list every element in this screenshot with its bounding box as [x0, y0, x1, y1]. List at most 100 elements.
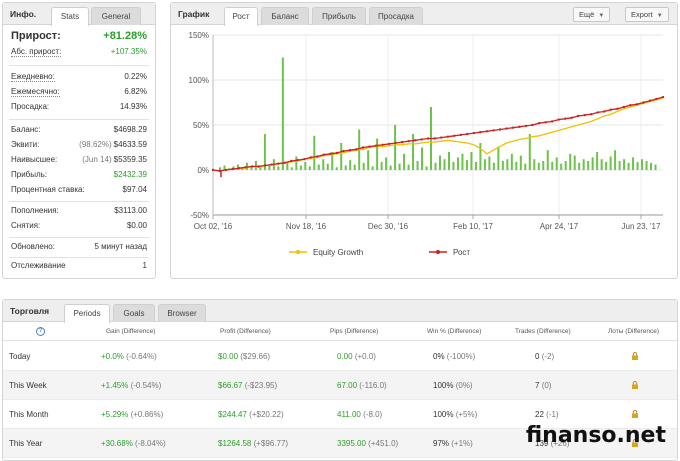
data-point [570, 116, 573, 120]
abs-growth-label[interactable]: Абс. прирост: [11, 47, 62, 57]
data-point [355, 148, 358, 151]
chart-bar [344, 165, 347, 170]
data-point [563, 117, 567, 120]
tab-drawdown[interactable]: Просадка [369, 7, 423, 25]
export-dropdown[interactable]: Export ▼ [625, 7, 669, 22]
data-point [374, 144, 378, 147]
tab-profit[interactable]: Прибыль [312, 7, 366, 25]
column-header[interactable]: Win % (Difference) [427, 328, 482, 335]
chart-bar [627, 162, 630, 170]
pips-difference: (-116.0) [359, 381, 387, 390]
data-point [492, 129, 495, 132]
chart-bar [506, 159, 509, 170]
profit-cell: $244.47 (+$20.22) [218, 410, 284, 419]
pips-difference: (+0.0) [354, 352, 376, 361]
trades-difference: (0) [541, 381, 552, 390]
data-point [433, 137, 436, 140]
profit-value: $66.67 [218, 381, 243, 390]
data-point [407, 140, 410, 143]
pips-cell: 3395.00 (+451.0) [337, 439, 398, 448]
column-header[interactable]: Pips (Difference) [330, 328, 379, 335]
tab-stats[interactable]: Stats [51, 7, 89, 26]
chart-bar [304, 161, 307, 170]
drawdown-label: Просадка: [11, 102, 50, 111]
trades-value: 0 [535, 352, 540, 361]
chart-bar [403, 153, 406, 170]
data-point [335, 151, 339, 155]
chart-bar [254, 161, 257, 170]
win-cell: 100% (0%) [433, 381, 473, 390]
data-point [342, 149, 345, 153]
data-point [277, 162, 280, 165]
monthly-label[interactable]: Ежемесячно: [11, 87, 60, 97]
column-header[interactable]: Лоты (Difference) [608, 328, 660, 335]
chart-bar [497, 146, 500, 170]
data-point [603, 110, 606, 113]
chart-bar [394, 125, 397, 170]
chart-bar [407, 164, 410, 170]
tab-goals[interactable]: Goals [113, 304, 155, 322]
chart-bar [353, 164, 356, 170]
watermark: finanso.net [525, 423, 666, 448]
trades-difference: (-2) [541, 352, 555, 361]
chart-bar [416, 161, 419, 170]
trading-panel: Торговля Periods Goals Browser ? Gain (D… [2, 299, 678, 461]
data-point [622, 105, 626, 109]
pips-value: 3395.00 [337, 439, 366, 448]
pips-difference: (+451.0) [368, 439, 399, 448]
data-point [511, 126, 515, 129]
win-difference: (+1%) [451, 439, 473, 448]
chart-bar [447, 152, 450, 170]
withdrawals-row: Снятия: $0.00 [11, 221, 147, 233]
daily-label[interactable]: Ежедневно: [11, 72, 55, 82]
tab-periods[interactable]: Periods [64, 304, 110, 323]
y-tick-label: -50% [190, 211, 209, 220]
data-point [524, 124, 528, 128]
data-point [446, 135, 449, 138]
divider [9, 65, 149, 66]
chart-bar [609, 156, 612, 170]
table-row: This Year +30.68% (-8.04%) $1264.58 (+$96.… [3, 429, 677, 458]
info-panel-header: Инфо. Stats General [3, 3, 155, 26]
column-header[interactable]: Gain (Difference) [106, 328, 156, 335]
column-header[interactable]: Trades (Difference) [515, 328, 571, 335]
pips-value: 0.00 [337, 352, 353, 361]
more-dropdown[interactable]: Ещё ▼ [573, 7, 611, 22]
data-point [303, 158, 306, 161]
withdrawals-value: $0.00 [126, 221, 147, 230]
chart-bar [632, 157, 635, 170]
chart-bar [600, 159, 603, 170]
column-header[interactable]: Profit (Difference) [220, 328, 271, 335]
help-icon[interactable]: ? [36, 327, 45, 336]
chart-bar [528, 134, 531, 170]
chart-bar [488, 156, 491, 170]
chart-bar [281, 57, 284, 170]
data-point [550, 120, 554, 123]
pips-value: 411.00 [337, 410, 361, 419]
trades-difference: (-1) [546, 410, 559, 419]
trades-cell: 139 (+26) [535, 439, 570, 448]
profit-value: $0.00 [218, 352, 239, 361]
data-point [453, 134, 456, 137]
tab-general[interactable]: General [91, 7, 141, 25]
tab-balance[interactable]: Баланс [261, 7, 309, 25]
series-line [212, 96, 664, 172]
data-point [270, 163, 273, 166]
data-point [609, 108, 613, 111]
chart-bar [376, 138, 379, 170]
tab-browser[interactable]: Browser [158, 304, 206, 322]
chart-bar [650, 162, 653, 170]
pips-cell: 67.00 (-116.0) [337, 381, 387, 390]
tab-growth[interactable]: Рост [224, 7, 258, 26]
table-row: This Month +5.29% (+0.86%) $244.47 (+$20.2… [3, 400, 677, 429]
data-point [629, 104, 632, 107]
chart-bar [537, 162, 540, 170]
data-point [316, 155, 319, 158]
chart-bar [492, 162, 495, 170]
gain-cell: +5.29% (+0.86%) [101, 410, 163, 419]
updated-value: 5 минут назад [94, 242, 147, 251]
chart-bar [268, 164, 271, 170]
data-point [661, 95, 665, 99]
chevron-down-icon: ▼ [598, 13, 605, 19]
chart-bar [313, 135, 316, 170]
